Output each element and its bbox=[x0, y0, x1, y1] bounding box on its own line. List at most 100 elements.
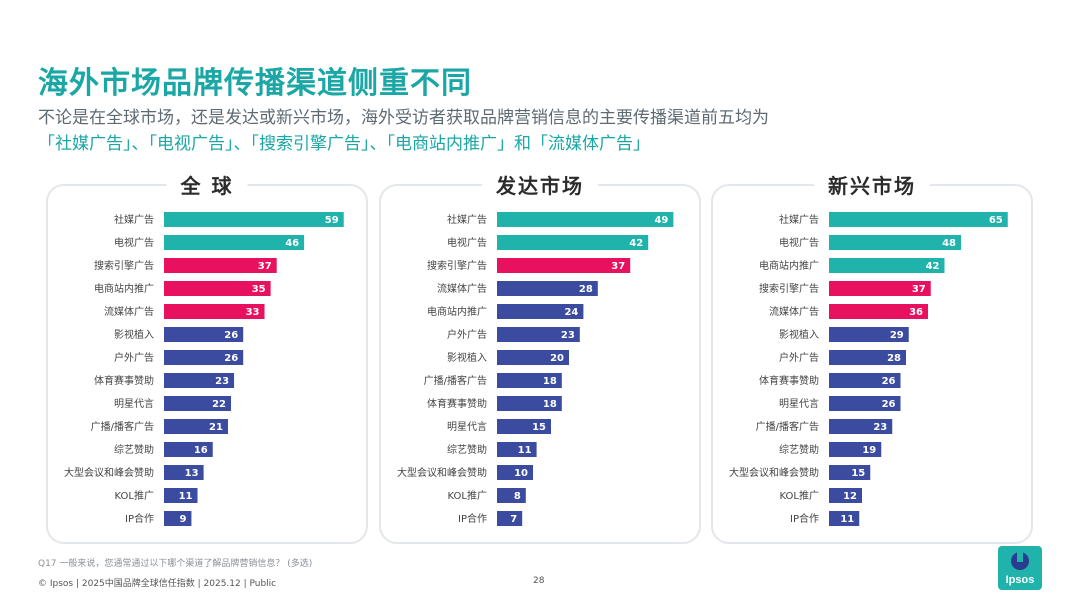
data-label: 48 bbox=[942, 238, 956, 249]
data-label: 15 bbox=[532, 422, 546, 433]
page-title: 海外市场品牌传播渠道侧重不同 bbox=[38, 66, 472, 101]
data-label: 37 bbox=[912, 284, 926, 295]
bar bbox=[497, 396, 562, 411]
page-number: 28 bbox=[533, 576, 545, 586]
category-label: 电商站内推广 bbox=[94, 282, 154, 295]
bar bbox=[164, 327, 244, 342]
category-label: KOL推广 bbox=[780, 489, 819, 502]
bar bbox=[829, 465, 871, 480]
data-label: 23 bbox=[873, 422, 887, 433]
category-label: 广播/播客广告 bbox=[91, 420, 154, 433]
bar-chart-developed: 社媒广告 49 电视广告 42 搜索引擎广告 37 流媒体广告 28 电商站内推广 24 户外广告 2… bbox=[397, 212, 674, 526]
category-label: 影视植入 bbox=[779, 328, 819, 341]
category-label: 社媒广告 bbox=[114, 213, 154, 226]
category-label: 综艺赞助 bbox=[447, 443, 487, 456]
data-label: 65 bbox=[989, 215, 1003, 226]
category-label: 影视植入 bbox=[114, 328, 154, 341]
category-label: 广播/播客广告 bbox=[756, 420, 819, 433]
data-label: 18 bbox=[543, 376, 557, 387]
category-label: 户外广告 bbox=[779, 351, 819, 364]
data-label: 16 bbox=[194, 445, 208, 456]
category-label: 电视广告 bbox=[779, 236, 819, 249]
category-label: 搜索引擎广告 bbox=[427, 259, 487, 272]
bar bbox=[164, 212, 344, 227]
category-label: IP合作 bbox=[125, 512, 154, 525]
chart-title: 新兴市场 bbox=[814, 170, 930, 199]
bar bbox=[829, 212, 1008, 227]
bar bbox=[829, 235, 961, 250]
bar bbox=[829, 304, 928, 319]
category-label: 户外广告 bbox=[114, 351, 154, 364]
category-label: 户外广告 bbox=[447, 328, 487, 341]
category-label: IP合作 bbox=[458, 512, 487, 525]
category-label: 综艺赞助 bbox=[779, 443, 819, 456]
category-label: 明星代言 bbox=[447, 420, 487, 433]
data-label: 26 bbox=[882, 399, 896, 410]
category-label: 体育赛事赞助 bbox=[759, 374, 819, 387]
bar bbox=[497, 235, 649, 250]
bar bbox=[164, 373, 235, 388]
bar bbox=[164, 235, 305, 250]
data-label: 21 bbox=[209, 422, 223, 433]
bar bbox=[497, 304, 584, 319]
category-label: 明星代言 bbox=[779, 397, 819, 410]
data-label: 9 bbox=[179, 514, 186, 525]
bar bbox=[829, 258, 945, 273]
category-label: 影视植入 bbox=[447, 351, 487, 364]
category-label: 广播/播客广告 bbox=[424, 374, 487, 387]
bar bbox=[829, 396, 901, 411]
data-label: 7 bbox=[510, 514, 517, 525]
data-label: 12 bbox=[843, 491, 857, 502]
chart-title: 全 球 bbox=[166, 170, 248, 199]
chart-title: 发达市场 bbox=[482, 170, 598, 199]
bar bbox=[164, 281, 271, 296]
category-label: 电商站内推广 bbox=[759, 259, 819, 272]
category-label: 大型会议和峰会赞助 bbox=[729, 466, 819, 479]
bar bbox=[497, 281, 598, 296]
category-label: 流媒体广告 bbox=[104, 305, 154, 318]
data-label: 26 bbox=[224, 353, 238, 364]
category-label: 搜索引擎广告 bbox=[94, 259, 154, 272]
category-label: 电视广告 bbox=[447, 236, 487, 249]
bar bbox=[164, 304, 265, 319]
ipsos-logo: Ipsos bbox=[998, 546, 1042, 590]
category-label: 搜索引擎广告 bbox=[759, 282, 819, 295]
data-label: 49 bbox=[654, 215, 668, 226]
data-label: 8 bbox=[514, 491, 521, 502]
copyright-footer: © Ipsos | 2025中国品牌全球信任指数 | 2025.12 | Pub… bbox=[38, 579, 277, 589]
category-label: 电视广告 bbox=[114, 236, 154, 249]
category-label: 大型会议和峰会赞助 bbox=[64, 466, 154, 479]
bar bbox=[164, 396, 232, 411]
category-label: 社媒广告 bbox=[779, 213, 819, 226]
data-label: 18 bbox=[543, 399, 557, 410]
data-label: 29 bbox=[890, 330, 904, 341]
bar bbox=[497, 327, 580, 342]
bar bbox=[829, 419, 893, 434]
bar bbox=[164, 465, 204, 480]
data-label: 36 bbox=[909, 307, 923, 318]
bar bbox=[829, 442, 882, 457]
bar bbox=[829, 511, 860, 526]
data-label: 10 bbox=[514, 468, 528, 479]
category-label: 流媒体广告 bbox=[769, 305, 819, 318]
data-label: 23 bbox=[215, 376, 229, 387]
bar bbox=[497, 511, 523, 526]
bar bbox=[829, 327, 909, 342]
data-label: 20 bbox=[550, 353, 564, 364]
data-label: 37 bbox=[258, 261, 272, 272]
bar bbox=[829, 350, 906, 365]
data-label: 46 bbox=[285, 238, 299, 249]
category-label: 体育赛事赞助 bbox=[427, 397, 487, 410]
bar bbox=[829, 373, 901, 388]
bar bbox=[829, 281, 931, 296]
bar bbox=[497, 350, 569, 365]
bar bbox=[829, 488, 862, 503]
data-label: 22 bbox=[212, 399, 226, 410]
bar bbox=[497, 465, 533, 480]
bar bbox=[497, 419, 551, 434]
data-label: 15 bbox=[851, 468, 865, 479]
category-label: KOL推广 bbox=[448, 489, 487, 502]
bar bbox=[497, 258, 631, 273]
category-label: 明星代言 bbox=[114, 397, 154, 410]
bar bbox=[497, 488, 526, 503]
